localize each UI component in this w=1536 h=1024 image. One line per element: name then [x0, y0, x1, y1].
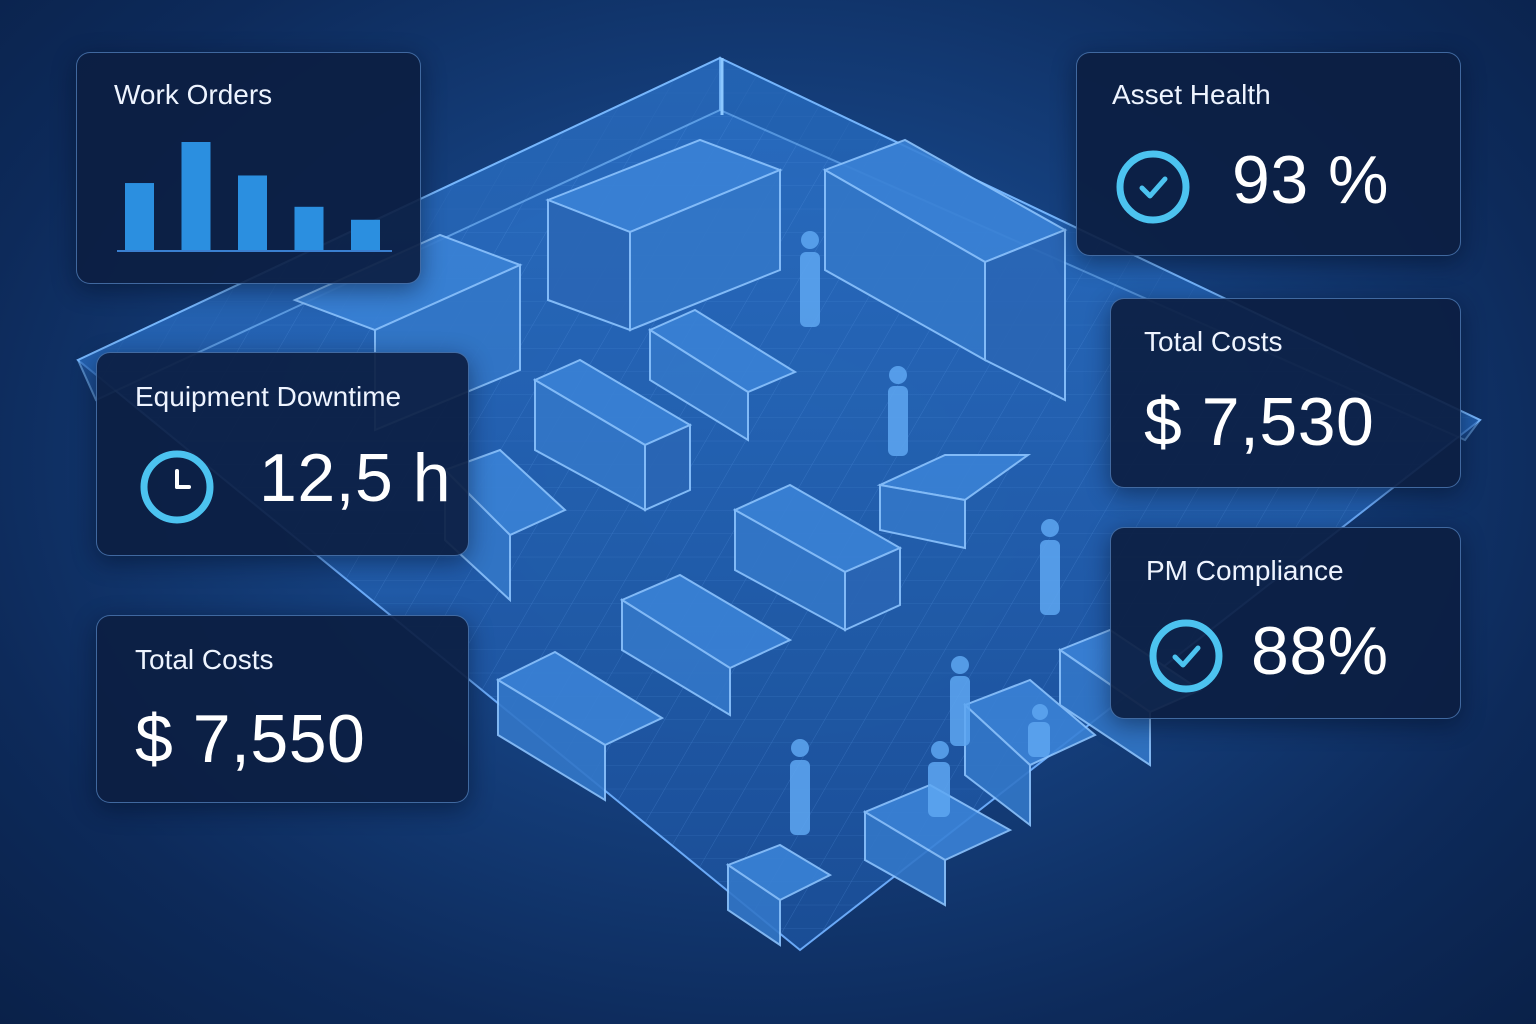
total-costs-title-right: Total Costs [1144, 326, 1283, 357]
total-costs-value-left: $ 7,550 [135, 701, 366, 777]
shopper-figures [790, 231, 1060, 835]
pm-compliance-value: 88% [1251, 613, 1389, 689]
asset-health-card: Asset Health 93 % [1076, 52, 1461, 256]
check-circle-icon [1116, 150, 1190, 224]
pm-compliance-card: PM Compliance 88% [1110, 527, 1461, 719]
work-orders-bar [351, 219, 380, 250]
equipment-downtime-value: 12,5 h [259, 440, 452, 516]
work-orders-card: Work Orders [76, 52, 421, 284]
equipment-downtime-title: Equipment Downtime [135, 381, 402, 412]
work-orders-title: Work Orders [114, 79, 273, 110]
work-orders-bar [294, 206, 324, 250]
total-costs-value-right: $ 7,530 [1144, 384, 1375, 460]
check-circle-icon [1149, 619, 1223, 693]
work-orders-bar [181, 142, 211, 250]
asset-health-value: 93 % [1232, 142, 1389, 218]
pm-compliance-title: PM Compliance [1146, 555, 1344, 586]
asset-health-title: Asset Health [1112, 79, 1271, 110]
work-orders-bar [238, 175, 267, 250]
total-costs-card-right: Total Costs $ 7,530 [1110, 298, 1461, 488]
total-costs-card-left: Total Costs $ 7,550 [96, 615, 469, 803]
equipment-downtime-card: Equipment Downtime 12,5 h [96, 352, 469, 556]
clock-icon [140, 450, 214, 524]
work-orders-bar-chart [117, 142, 392, 252]
work-orders-bar [125, 183, 154, 250]
store-shelves [292, 138, 1203, 947]
total-costs-title-left: Total Costs [135, 644, 274, 675]
